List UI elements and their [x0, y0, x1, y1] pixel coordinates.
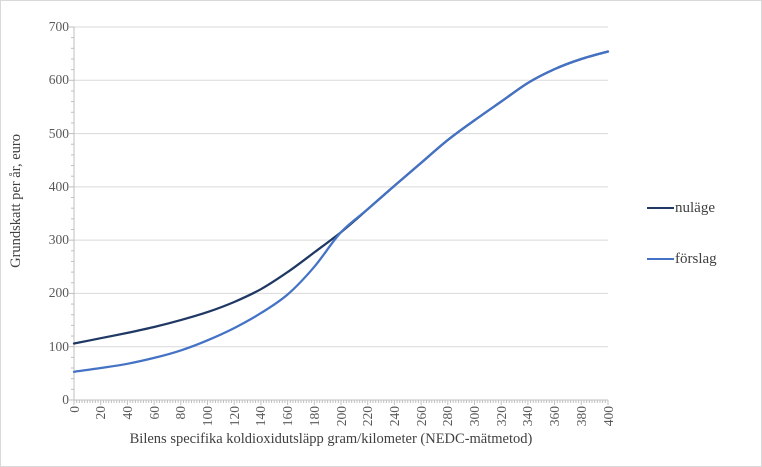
x-tick-label: 60 [146, 406, 162, 420]
x-tick-label: 120 [226, 406, 242, 427]
x-tick-label: 340 [520, 406, 536, 427]
legend-item-förslag: förslag [647, 249, 717, 269]
y-axis-title: Grundskatt per år, euro [7, 134, 24, 268]
x-tick-label: 200 [333, 406, 349, 427]
x-tick-label: 360 [547, 406, 563, 427]
legend-line-swatch [647, 206, 674, 210]
legend-label: nuläge [675, 200, 715, 216]
x-tick-label: 380 [573, 406, 589, 427]
y-tick-label: 700 [48, 19, 69, 34]
x-tick-label: 40 [119, 406, 135, 420]
x-tick-label: 180 [306, 406, 322, 427]
y-tick-label: 200 [48, 285, 69, 301]
x-tick-label: 260 [413, 406, 429, 427]
x-tick-label: 80 [173, 406, 189, 420]
x-tick-label: 320 [493, 406, 509, 427]
series-line-förslag [72, 50, 610, 373]
x-tick-label: 160 [280, 406, 296, 427]
legend-label: förslag [675, 251, 717, 267]
series-line-nuläge [72, 50, 610, 345]
x-tick-label: 300 [467, 406, 482, 427]
y-tick-label: 0 [62, 392, 69, 407]
x-tick-label: 280 [440, 406, 456, 427]
x-tick-label: 220 [360, 406, 376, 427]
x-tick-label: 0 [66, 406, 82, 413]
y-tick-label: 400 [48, 178, 69, 194]
x-tick-label: 240 [386, 406, 402, 427]
legend: nuläge förslag [647, 198, 717, 269]
legend-line-swatch [647, 257, 674, 261]
y-tick-label: 100 [48, 338, 69, 354]
x-axis-title: Bilens specifika koldioxidutsläpp gram/k… [129, 431, 533, 447]
y-axis-title-wrap: Grundskatt per år, euro [3, 11, 29, 391]
x-tick-label: 400 [600, 406, 616, 427]
x-tick-label: 140 [253, 406, 269, 427]
y-tick-label: 300 [48, 232, 69, 248]
y-tick-label: 500 [48, 125, 69, 141]
x-tick-label: 100 [200, 406, 215, 427]
x-tick-label: 20 [93, 406, 109, 420]
y-tick-label: 600 [48, 72, 69, 88]
legend-item-nuläge: nuläge [647, 198, 717, 218]
